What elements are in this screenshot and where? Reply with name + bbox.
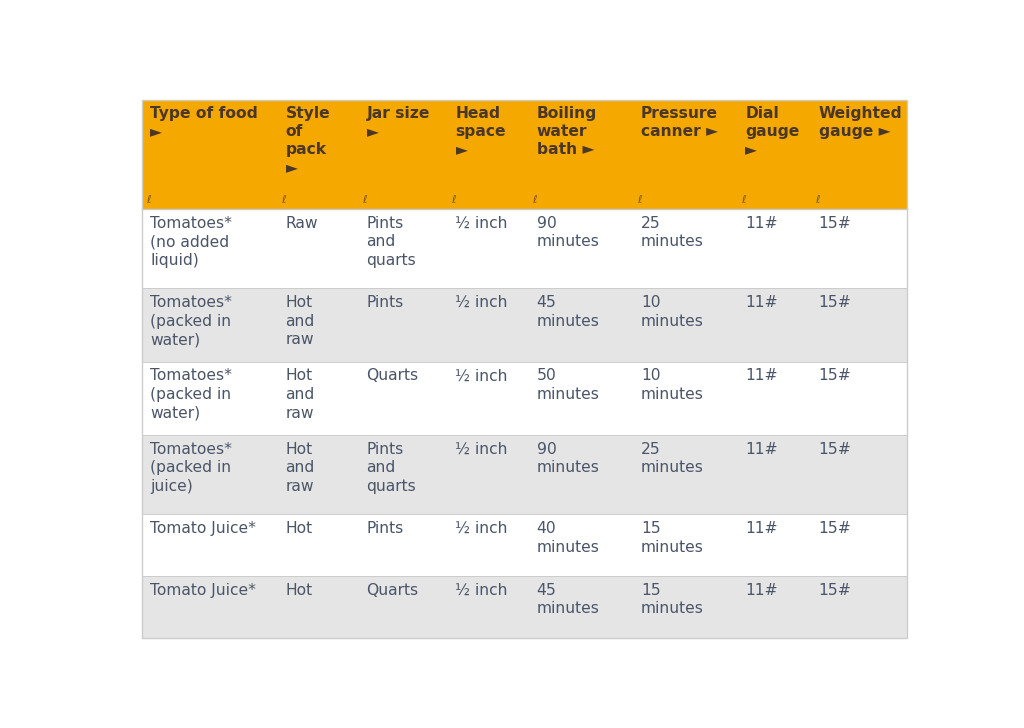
Text: ½ inch: ½ inch	[456, 295, 508, 310]
Text: ℓ: ℓ	[362, 194, 368, 205]
Text: 15#: 15#	[818, 295, 852, 310]
Text: 25
minutes: 25 minutes	[641, 442, 703, 475]
Bar	[142, 209, 907, 288]
Text: ℓ: ℓ	[452, 194, 456, 205]
Text: 15#: 15#	[818, 368, 852, 384]
Text: Dial
gauge
►: Dial gauge ►	[745, 106, 800, 157]
Text: Raw: Raw	[286, 215, 318, 231]
Bar	[142, 362, 907, 435]
Text: Weighted
gauge ►: Weighted gauge ►	[818, 106, 902, 140]
Text: 40
minutes: 40 minutes	[537, 521, 599, 555]
Bar	[142, 288, 907, 362]
Text: 11#: 11#	[745, 295, 778, 310]
Text: Head
space
►: Head space ►	[456, 106, 506, 157]
Text: Jar size
►: Jar size ►	[367, 106, 430, 140]
Text: ½ inch: ½ inch	[456, 583, 508, 598]
Text: 11#: 11#	[745, 521, 778, 537]
Text: ℓ: ℓ	[637, 194, 642, 205]
Text: Tomato Juice*: Tomato Juice*	[151, 521, 256, 537]
Text: Hot: Hot	[286, 521, 312, 537]
Text: ℓ: ℓ	[741, 194, 745, 205]
Text: ½ inch: ½ inch	[456, 215, 508, 231]
Text: 11#: 11#	[745, 442, 778, 457]
Text: ½ inch: ½ inch	[456, 442, 508, 457]
Text: 15#: 15#	[818, 442, 852, 457]
Text: Hot
and
raw: Hot and raw	[286, 442, 314, 494]
Text: Quarts: Quarts	[367, 368, 419, 384]
Text: Tomatoes*
(no added
liquid): Tomatoes* (no added liquid)	[151, 215, 232, 268]
Text: Pressure
canner ►: Pressure canner ►	[641, 106, 718, 140]
Text: ℓ: ℓ	[146, 194, 151, 205]
Text: Pints: Pints	[367, 295, 403, 310]
Text: Hot
and
raw: Hot and raw	[286, 368, 314, 421]
Text: Tomato Juice*: Tomato Juice*	[151, 583, 256, 598]
Bar	[142, 100, 907, 209]
Text: 11#: 11#	[745, 215, 778, 231]
Text: Quarts: Quarts	[367, 583, 419, 598]
Text: 50
minutes: 50 minutes	[537, 368, 599, 402]
Text: Pints
and
quarts: Pints and quarts	[367, 215, 417, 268]
Text: Tomatoes*
(packed in
water): Tomatoes* (packed in water)	[151, 295, 232, 347]
Text: 15#: 15#	[818, 521, 852, 537]
Text: Tomatoes*
(packed in
juice): Tomatoes* (packed in juice)	[151, 442, 232, 494]
Text: 15
minutes: 15 minutes	[641, 521, 703, 555]
Text: 90
minutes: 90 minutes	[537, 215, 599, 249]
Text: Hot
and
raw: Hot and raw	[286, 295, 314, 347]
Bar	[142, 576, 907, 638]
Text: Type of food
►: Type of food ►	[151, 106, 258, 140]
Text: Style
of
pack
►: Style of pack ►	[286, 106, 330, 175]
Text: 11#: 11#	[745, 583, 778, 598]
Bar	[142, 435, 907, 515]
Text: Pints
and
quarts: Pints and quarts	[367, 442, 417, 494]
Text: 15
minutes: 15 minutes	[641, 583, 703, 617]
Text: 10
minutes: 10 minutes	[641, 368, 703, 402]
Text: Tomatoes*
(packed in
water): Tomatoes* (packed in water)	[151, 368, 232, 421]
Text: ½ inch: ½ inch	[456, 521, 508, 537]
Text: 11#: 11#	[745, 368, 778, 384]
Text: ℓ: ℓ	[815, 194, 819, 205]
Text: ℓ: ℓ	[532, 194, 538, 205]
Text: 10
minutes: 10 minutes	[641, 295, 703, 328]
Text: 45
minutes: 45 minutes	[537, 295, 599, 328]
Text: 15#: 15#	[818, 583, 852, 598]
Text: ℓ: ℓ	[282, 194, 286, 205]
Text: 90
minutes: 90 minutes	[537, 442, 599, 475]
Text: ½ inch: ½ inch	[456, 368, 508, 384]
Text: Hot: Hot	[286, 583, 312, 598]
Text: 25
minutes: 25 minutes	[641, 215, 703, 249]
Text: Boiling
water
bath ►: Boiling water bath ►	[537, 106, 597, 157]
Text: 45
minutes: 45 minutes	[537, 583, 599, 617]
Text: Pints: Pints	[367, 521, 403, 537]
Bar	[142, 515, 907, 576]
Text: 15#: 15#	[818, 215, 852, 231]
